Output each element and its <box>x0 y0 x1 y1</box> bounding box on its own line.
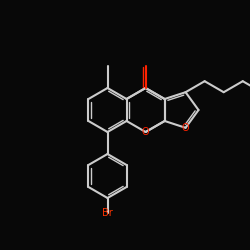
Text: Br: Br <box>102 208 113 218</box>
Text: O: O <box>142 127 150 137</box>
Text: O: O <box>182 123 190 133</box>
